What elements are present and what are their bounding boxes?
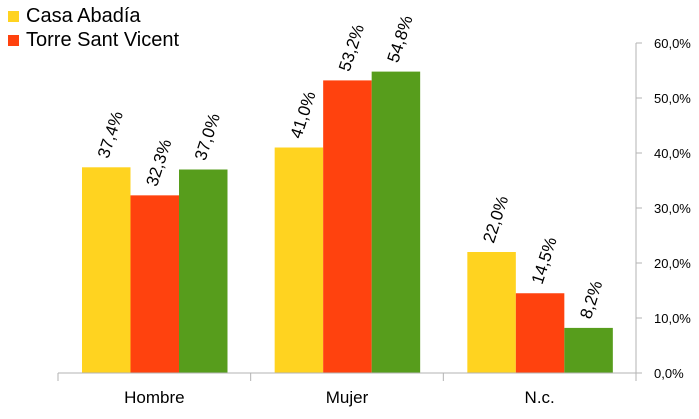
data-label-mujer-series-2: 53,2% [335, 22, 368, 74]
data-label-hombre-series-1: 37,4% [94, 109, 127, 161]
y-tick-label-1: 10,0% [654, 311, 691, 326]
bar-mujer-series-2 [323, 80, 372, 374]
data-label-n-c-series-2: 14,5% [528, 235, 561, 287]
x-tick-label-hombre: Hombre [124, 388, 184, 407]
legend-label-casa-abadia: Casa Abadía [26, 5, 141, 27]
legend-swatch-casa-abadia [8, 11, 19, 22]
legend-swatch-torre-sant-vicent [8, 35, 19, 47]
axes-group: Hombre Mujer N.c. 0,0% 10,0% 20,0% 30,0% 40,0% 5… [57, 36, 691, 407]
bar-hombre-series-3 [179, 169, 228, 373]
bar-hombre-series-2 [130, 195, 179, 373]
legend: Casa Abadía Torre Sant Vicent [6, 4, 186, 53]
bar-n-c-series-1 [467, 252, 516, 373]
data-label-mujer-series-1: 41,0% [287, 89, 320, 141]
bar-hombre-series-1 [82, 167, 131, 373]
y-tick-label-5: 50,0% [654, 91, 691, 106]
bar-n-c-series-3 [564, 327, 613, 373]
legend-item-torre-sant-vicent: Torre Sant Vicent [6, 28, 186, 52]
x-tick-label-mujer: Mujer [326, 388, 369, 407]
bar-mujer-series-3 [371, 71, 421, 373]
bar-n-c-series-2 [515, 293, 565, 373]
data-label-n-c-series-1: 22,0% [479, 194, 512, 246]
data-label-hombre-series-3: 37,0% [191, 111, 224, 163]
y-tick-label-0: 0,0% [654, 366, 684, 381]
data-label-n-c-series-3: 8,2% [576, 278, 606, 321]
bars-group [82, 71, 613, 374]
bar-mujer-series-1 [274, 147, 324, 373]
y-tick-label-3: 30,0% [654, 201, 691, 216]
legend-label-torre-sant-vicent: Torre Sant Vicent [26, 29, 180, 52]
data-label-mujer-series-3: 54,8% [384, 13, 417, 65]
x-tick-label-n-c: N.c. [525, 388, 555, 407]
y-tick-label-6: 60,0% [654, 36, 691, 51]
legend-item-casa-abadia: Casa Abadía [6, 4, 186, 28]
y-tick-label-2: 20,0% [654, 256, 691, 271]
data-label-hombre-series-2: 32,3% [142, 137, 175, 189]
y-tick-label-4: 40,0% [654, 146, 691, 161]
